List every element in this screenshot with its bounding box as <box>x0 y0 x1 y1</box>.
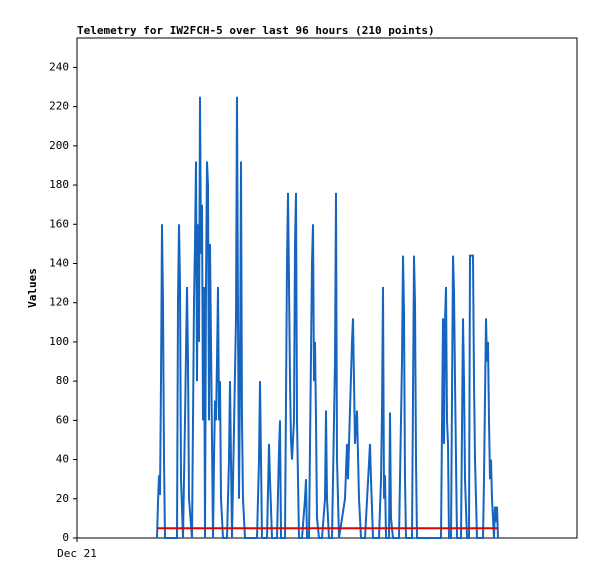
data-line <box>156 96 499 539</box>
y-tick-label: 220 <box>49 100 69 113</box>
chart-title: Telemetry for IW2FCH-5 over last 96 hour… <box>77 24 435 37</box>
plot-frame <box>76 37 578 539</box>
y-tick-label: 0 <box>62 531 69 544</box>
x-tick-label: Dec 21 <box>57 547 97 560</box>
y-tick-label: 40 <box>56 453 69 466</box>
y-tick-label: 120 <box>49 296 69 309</box>
y-tick-label: 80 <box>56 374 69 387</box>
y-tick-label: 140 <box>49 256 69 269</box>
y-tick-label: 200 <box>49 139 69 152</box>
y-tick-label: 20 <box>56 492 69 505</box>
y-tick-label: 100 <box>49 335 69 348</box>
y-tick-label: 240 <box>49 60 69 73</box>
y-tick-label: 60 <box>56 413 69 426</box>
y-tick-label: 160 <box>49 217 69 230</box>
y-tick-label: 180 <box>49 178 69 191</box>
y-axis-label: Values <box>26 268 39 308</box>
